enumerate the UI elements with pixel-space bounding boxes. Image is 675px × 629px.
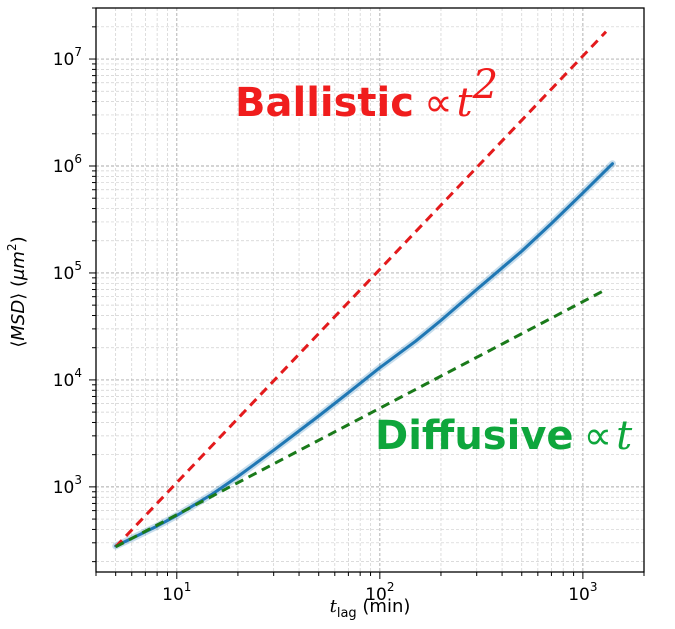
y-axis-label-post: ⟩ (	[8, 280, 29, 300]
x-tick-label: 103	[568, 580, 597, 605]
y-tick-label-exp: 3	[74, 473, 82, 487]
x-tick-label-base: 10	[568, 585, 590, 605]
x-axis-label-var: t	[330, 596, 338, 617]
y-tick-label-base: 10	[53, 371, 75, 391]
y-tick-label-base: 10	[53, 157, 75, 177]
x-tick-label-exp: 3	[590, 580, 598, 594]
series-layer	[112, 30, 616, 550]
y-tick-label: 106	[53, 152, 82, 177]
y-tick-label-exp: 5	[74, 259, 82, 273]
y-tick-label-exp: 7	[74, 45, 82, 59]
y-axis-label: ⟨MSD⟩ (μm2)	[5, 236, 29, 347]
annotation-ballistic-text: Ballistic	[235, 80, 414, 126]
y-axis-label-unit: μm	[8, 251, 29, 281]
y-axis-label-var: MSD	[8, 300, 29, 341]
ticks	[89, 7, 645, 579]
y-axis-label-pre: ⟨	[8, 341, 29, 348]
annotation-diffusive: Diffusive ∝ t	[375, 413, 633, 459]
y-tick-label-exp: 6	[74, 152, 82, 166]
y-tick-label: 105	[53, 259, 82, 284]
x-tick-label-exp: 1	[184, 580, 192, 594]
x-tick-label: 102	[365, 580, 394, 605]
y-tick-label-base: 10	[53, 478, 75, 498]
annotation-diffusive-text: Diffusive	[375, 413, 574, 459]
annotation-diffusive-symbol: ∝	[584, 413, 613, 459]
x-axis-label-unit: (min)	[357, 596, 411, 617]
ballistic-reference-line	[114, 30, 608, 548]
y-tick-label: 103	[53, 473, 82, 498]
x-axis-label-sub: lag	[337, 606, 357, 621]
y-tick-label: 107	[53, 45, 82, 70]
x-tick-label-base: 10	[365, 585, 387, 605]
y-tick-label: 104	[53, 366, 82, 391]
annotation-ballistic: Ballistic ∝ t2	[235, 62, 498, 126]
annotation-ballistic-symbol: ∝	[424, 80, 453, 126]
diffusive-reference-line	[115, 288, 607, 549]
x-axis-label: tlag (min)	[330, 596, 411, 621]
x-tick-label-base: 10	[162, 585, 184, 605]
y-tick-label-base: 10	[53, 264, 75, 284]
x-tick-label-exp: 2	[387, 580, 395, 594]
annotation-ballistic-sup: 2	[472, 62, 498, 108]
y-axis-label-sup: 2	[5, 243, 19, 251]
annotation-diffusive-math: t	[616, 413, 633, 459]
annotation-ballistic-math: t	[457, 80, 474, 126]
x-tick-label: 101	[162, 580, 191, 605]
y-tick-label-exp: 4	[74, 366, 82, 380]
y-tick-label-base: 10	[53, 50, 75, 70]
y-axis-label-close: )	[8, 236, 29, 243]
